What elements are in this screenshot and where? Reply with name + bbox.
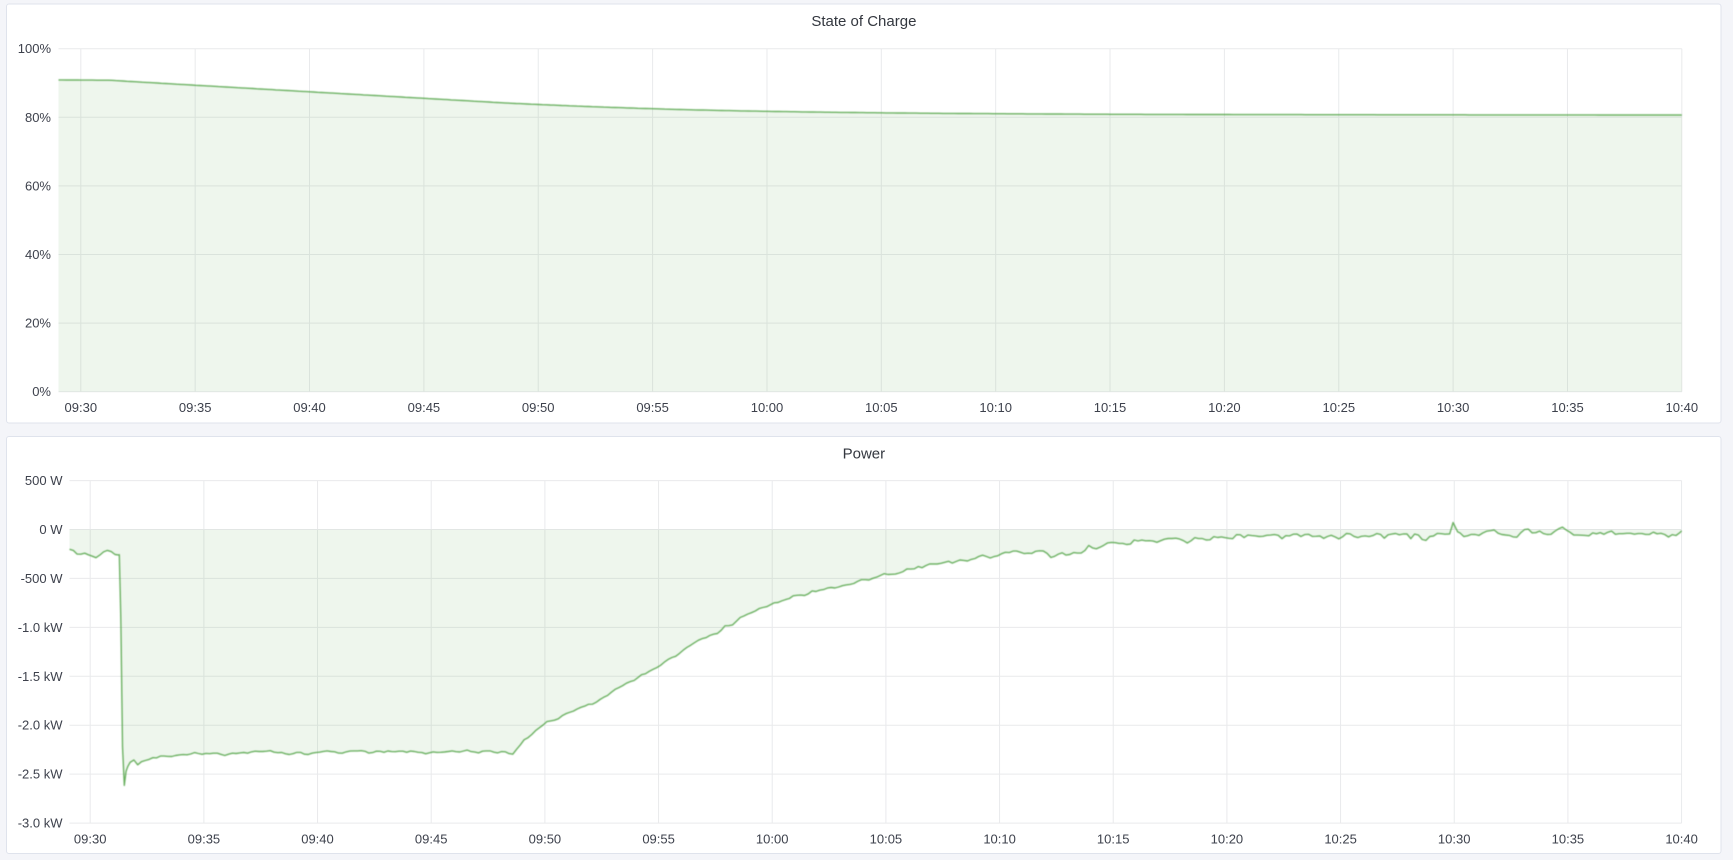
svg-text:10:25: 10:25 — [1323, 400, 1356, 415]
svg-text:10:00: 10:00 — [756, 832, 789, 847]
svg-text:09:35: 09:35 — [179, 400, 212, 415]
svg-text:10:40: 10:40 — [1666, 400, 1699, 415]
svg-text:09:40: 09:40 — [301, 832, 334, 847]
svg-text:20%: 20% — [25, 316, 51, 331]
svg-text:60%: 60% — [25, 178, 51, 193]
svg-text:0%: 0% — [32, 384, 51, 399]
svg-text:10:35: 10:35 — [1552, 832, 1585, 847]
svg-text:09:55: 09:55 — [642, 832, 675, 847]
svg-text:10:15: 10:15 — [1097, 832, 1130, 847]
svg-text:80%: 80% — [25, 110, 51, 125]
svg-text:09:30: 09:30 — [74, 832, 107, 847]
svg-text:-1.0 kW: -1.0 kW — [18, 620, 64, 635]
svg-text:State of Charge: State of Charge — [811, 13, 916, 30]
svg-text:10:30: 10:30 — [1438, 832, 1471, 847]
svg-text:10:25: 10:25 — [1324, 832, 1357, 847]
svg-text:10:00: 10:00 — [751, 400, 784, 415]
svg-text:09:45: 09:45 — [415, 832, 448, 847]
svg-text:10:15: 10:15 — [1094, 400, 1127, 415]
svg-text:-2.0 kW: -2.0 kW — [18, 718, 64, 733]
svg-text:10:30: 10:30 — [1437, 400, 1470, 415]
svg-text:100%: 100% — [18, 41, 52, 56]
svg-text:-3.0 kW: -3.0 kW — [18, 816, 64, 831]
svg-text:-1.5 kW: -1.5 kW — [18, 669, 64, 684]
svg-text:10:05: 10:05 — [870, 832, 903, 847]
svg-text:09:50: 09:50 — [522, 400, 555, 415]
svg-text:Power: Power — [843, 446, 886, 463]
svg-text:10:05: 10:05 — [865, 400, 898, 415]
svg-text:40%: 40% — [25, 247, 51, 262]
svg-text:09:55: 09:55 — [636, 400, 669, 415]
svg-text:-2.5 kW: -2.5 kW — [18, 767, 64, 782]
svg-text:10:40: 10:40 — [1665, 832, 1698, 847]
svg-text:-500 W: -500 W — [21, 571, 64, 586]
svg-text:10:35: 10:35 — [1551, 400, 1584, 415]
svg-text:09:50: 09:50 — [529, 832, 562, 847]
svg-text:500 W: 500 W — [25, 473, 63, 488]
svg-text:10:20: 10:20 — [1211, 832, 1244, 847]
svg-text:10:10: 10:10 — [983, 832, 1016, 847]
svg-text:09:40: 09:40 — [293, 400, 326, 415]
svg-text:09:30: 09:30 — [65, 400, 98, 415]
svg-text:10:10: 10:10 — [979, 400, 1012, 415]
svg-text:09:35: 09:35 — [188, 832, 221, 847]
svg-text:09:45: 09:45 — [408, 400, 441, 415]
svg-text:0 W: 0 W — [39, 522, 63, 537]
svg-text:10:20: 10:20 — [1208, 400, 1241, 415]
